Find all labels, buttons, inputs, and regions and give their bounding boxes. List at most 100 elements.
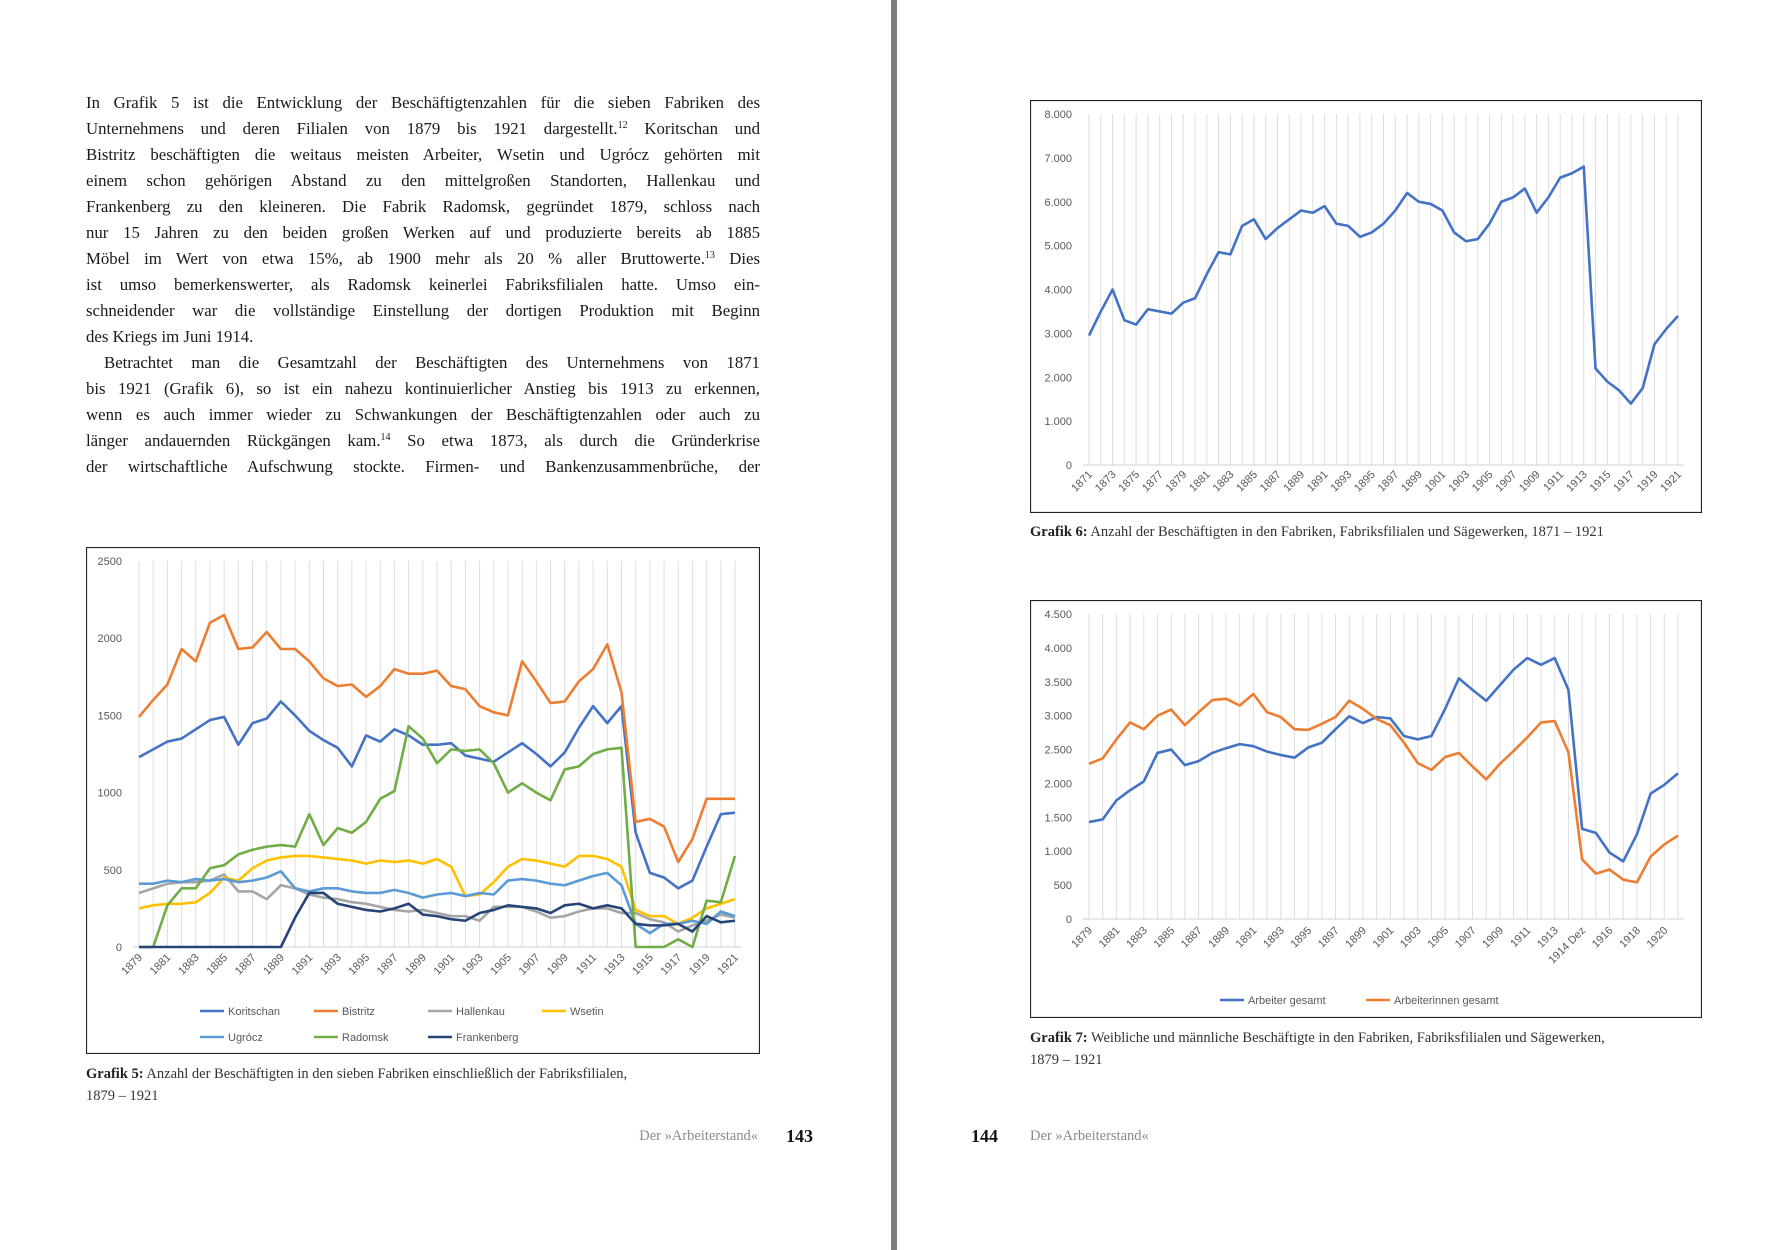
text-run: In Grafik 5 ist die Entwicklung der Besc… xyxy=(86,93,760,112)
caption-label: Grafik 6: xyxy=(1030,524,1088,540)
y-tick-label: 3.000 xyxy=(1044,711,1072,723)
text-line: schneidender war die vollständige Einste… xyxy=(86,298,760,324)
y-tick-label: 4.000 xyxy=(1044,285,1072,297)
y-tick-label: 1.000 xyxy=(1044,416,1072,428)
legend-label: Frankenberg xyxy=(456,1032,518,1044)
footnote-mark: 13 xyxy=(704,250,715,261)
y-tick-label: 500 xyxy=(104,865,122,877)
caption: Grafik 7: Weibliche und männliche Beschä… xyxy=(1030,1027,1750,1071)
text-run: Bistritz beschäftigten die weitaus meist… xyxy=(86,145,760,164)
data-line xyxy=(1088,692,1679,884)
y-tick-label: 0 xyxy=(116,942,122,954)
paragraph: Betrachtet man die Gesamtzahl der Beschä… xyxy=(86,350,760,480)
y-tick-label: 1.500 xyxy=(1044,812,1072,824)
chart: 0 500 1.000 1.500 2.000 2.500 3.000 3.500 4.000 4… xyxy=(1030,600,1702,1018)
text-line: Unternehmens und deren Filialen von 1879… xyxy=(86,116,760,142)
page-number: 143 xyxy=(786,1126,813,1146)
text-run: der wirtschaftliche Aufschwung stockte. … xyxy=(86,457,760,476)
y-tick-label: 4.500 xyxy=(1044,609,1072,621)
running-head: Der »Arbeiterstand« xyxy=(1030,1128,1149,1144)
text-line: wenn es auch immer wieder zu Schwankunge… xyxy=(86,402,760,428)
text-run: einem schon gehörigen Abstand zu den mit… xyxy=(86,171,760,190)
text-line: In Grafik 5 ist die Entwicklung der Besc… xyxy=(86,90,760,116)
text-run: Dies xyxy=(714,249,760,268)
text-line: Möbel im Wert von etwa 15%, ab 1900 mehr… xyxy=(86,246,760,272)
footnote-mark: 12 xyxy=(617,120,628,131)
y-tick-label: 500 xyxy=(1054,880,1072,892)
legend-label: Wsetin xyxy=(570,1006,604,1018)
y-tick-label: 0 xyxy=(1066,914,1072,926)
text-run: des Kriegs im Juni 1914. xyxy=(86,327,254,346)
y-tick-label: 1000 xyxy=(98,788,122,800)
text-run: nur 15 Jahren zu den beiden großen Werke… xyxy=(86,223,760,242)
data-line xyxy=(138,613,735,864)
text-run: ist umso bemerkenswerter, als Radomsk ke… xyxy=(86,275,760,294)
data-line xyxy=(138,873,736,933)
caption-text: Weibliche und männliche Beschäftigte in … xyxy=(1087,1030,1605,1046)
y-tick-label: 7.000 xyxy=(1044,153,1072,165)
chart: 0 1.000 2.000 3.000 4.000 5.000 6.000 7.000 8.00… xyxy=(1030,100,1702,513)
text-line: Bistritz beschäftigten die weitaus meist… xyxy=(86,142,760,168)
legend-label: Arbeiter gesamt xyxy=(1248,995,1326,1007)
legend-label: Bistritz xyxy=(342,1006,375,1018)
text-line: nur 15 Jahren zu den beiden großen Werke… xyxy=(86,220,760,246)
text-run: Frankenberg zu den kleineren. Die Fabrik… xyxy=(86,197,760,216)
y-tick-label: 6.000 xyxy=(1044,197,1072,209)
y-tick-label: 8.000 xyxy=(1044,109,1072,121)
y-tick-label: 4.000 xyxy=(1044,643,1072,655)
y-tick-label: 2500 xyxy=(98,556,122,568)
text-run: schneidender war die vollständige Einste… xyxy=(86,301,760,320)
data-line xyxy=(139,724,737,949)
text-run: Unternehmens und deren Filialen von 1879… xyxy=(86,119,618,138)
caption: Grafik 6: Anzahl der Beschäftigten in de… xyxy=(1030,521,1750,543)
chart-frame xyxy=(1030,600,1702,1018)
paragraph: In Grafik 5 ist die Entwicklung der Besc… xyxy=(86,90,760,350)
legend-label: Ugrócz xyxy=(228,1032,263,1044)
text-line: einem schon gehörigen Abstand zu den mit… xyxy=(86,168,760,194)
data-line xyxy=(139,891,736,949)
text-line: Betrachtet man die Gesamtzahl der Beschä… xyxy=(86,350,760,376)
y-tick-label: 2000 xyxy=(98,633,122,645)
text-line: länger andauernden Rückgängen kam.14 So … xyxy=(86,428,760,454)
y-tick-label: 3.000 xyxy=(1044,328,1072,340)
text-line: bis 1921 (Grafik 6), so ist ein nahezu k… xyxy=(86,376,760,402)
legend-label: Arbeiterinnen gesamt xyxy=(1394,995,1499,1007)
text-line: der wirtschaftliche Aufschwung stockte. … xyxy=(86,454,760,480)
text-line: ist umso bemerkenswerter, als Radomsk ke… xyxy=(86,272,760,298)
running-head: Der »Arbeiterstand« xyxy=(639,1128,758,1144)
y-tick-label: 1.000 xyxy=(1044,846,1072,858)
text-run: bis 1921 (Grafik 6), so ist ein nahezu k… xyxy=(86,379,760,398)
text-run: länger andauernden Rückgängen kam. xyxy=(86,431,381,450)
y-tick-label: 5.000 xyxy=(1044,241,1072,253)
data-line xyxy=(138,854,736,926)
caption-text: 1879 – 1921 xyxy=(1030,1052,1103,1068)
text-run: wenn es auch immer wieder zu Schwankunge… xyxy=(86,405,760,424)
footnote-mark: 14 xyxy=(380,432,391,443)
y-tick-label: 2.500 xyxy=(1044,745,1072,757)
text-run: So etwa 1873, als durch die Gründerkrise xyxy=(390,431,760,450)
data-line xyxy=(138,700,736,890)
text-line: des Kriegs im Juni 1914. xyxy=(86,324,760,350)
text-run: Möbel im Wert von etwa 15%, ab 1900 mehr… xyxy=(86,249,705,268)
caption-label: Grafik 5: xyxy=(86,1066,144,1082)
text-line: Frankenberg zu den kleineren. Die Fabrik… xyxy=(86,194,760,220)
y-tick-label: 3.500 xyxy=(1044,677,1072,689)
data-line xyxy=(1087,165,1679,405)
page-number: 144 xyxy=(971,1126,998,1146)
caption-text: 1879 – 1921 xyxy=(86,1088,159,1104)
body-text: In Grafik 5 ist die Entwicklung der Besc… xyxy=(86,90,760,480)
data-line xyxy=(1088,656,1679,863)
spine xyxy=(891,0,897,1250)
text-run: Betrachtet man die Gesamtzahl der Beschä… xyxy=(104,353,760,372)
caption: Grafik 5: Anzahl der Beschäftigten in de… xyxy=(86,1063,786,1107)
y-tick-label: 2.000 xyxy=(1044,778,1072,790)
chart-frame xyxy=(1030,100,1702,513)
legend-label: Koritschan xyxy=(228,1006,280,1018)
caption-text: Anzahl der Beschäftigten in den Fabriken… xyxy=(1087,524,1604,540)
legend-label: Radomsk xyxy=(342,1032,389,1044)
caption-label: Grafik 7: xyxy=(1030,1030,1088,1046)
y-tick-label: 2.000 xyxy=(1044,372,1072,384)
legend-label: Hallenkau xyxy=(456,1006,505,1018)
